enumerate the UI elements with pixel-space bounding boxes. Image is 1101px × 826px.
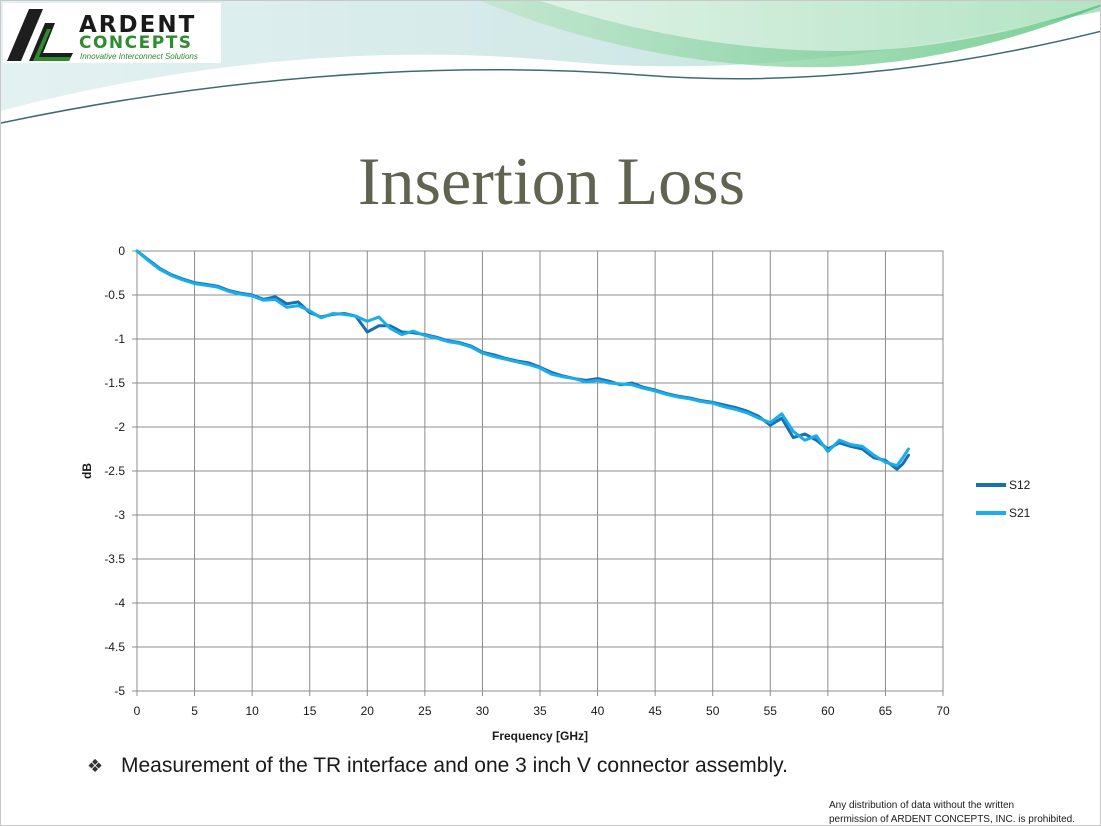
- x-tick-label: 45: [648, 704, 662, 718]
- y-tick-label: -2.5: [104, 464, 125, 478]
- footer-line-1: Any distribution of data without the wri…: [829, 800, 1015, 811]
- chart-series: [135, 249, 910, 471]
- x-tick-label: 50: [706, 704, 720, 718]
- x-tick-label: 20: [361, 704, 375, 718]
- chart-grid: [132, 250, 944, 696]
- slide-title: Insertion Loss: [357, 143, 746, 219]
- y-tick-label: -3: [114, 508, 125, 522]
- x-tick-label: 30: [476, 704, 490, 718]
- x-tick-label: 10: [245, 704, 259, 718]
- logo-mark-icon: [7, 9, 73, 61]
- logo-tagline: Innovative Interconnect Solutions: [80, 52, 198, 61]
- chart-legend: S12 S21: [976, 478, 1031, 520]
- legend-label-s12: S12: [1009, 478, 1031, 492]
- y-tick-label: -1: [114, 332, 125, 346]
- header-swoosh: [1, 1, 1100, 124]
- y-tick-label: -1.5: [104, 376, 125, 390]
- x-tick-label: 55: [764, 704, 778, 718]
- legend-label-s21: S21: [1009, 506, 1031, 520]
- x-tick-label: 25: [418, 704, 432, 718]
- x-tick-label: 0: [134, 704, 141, 718]
- logo-name: ARDENT: [79, 12, 197, 38]
- x-tick-label: 65: [879, 704, 893, 718]
- x-tick-label: 40: [591, 704, 605, 718]
- x-axis-title: Frequency [GHz]: [492, 729, 588, 743]
- x-axis-ticks: 0 5 10 15 20 25 30 35 40 45 50 55 60 65 70: [134, 704, 950, 718]
- bullet-diamond-icon: ❖: [87, 756, 104, 776]
- y-axis-title: dB: [80, 463, 94, 479]
- y-tick-label: 0: [118, 244, 125, 258]
- y-tick-label: -0.5: [104, 288, 125, 302]
- series-line-s21: [135, 249, 910, 468]
- x-tick-label: 5: [191, 704, 198, 718]
- x-tick-label: 60: [821, 704, 835, 718]
- y-tick-label: -5: [114, 684, 125, 698]
- x-tick-label: 15: [303, 704, 317, 718]
- x-tick-label: 70: [936, 704, 950, 718]
- y-axis-ticks: 0 -0.5 -1 -1.5 -2 -2.5 -3 -3.5 -4 -4.5 -5: [104, 244, 125, 698]
- footer-line-2: permission of ARDENT CONCEPTS, INC. is p…: [829, 814, 1076, 825]
- copyright-notice: Any distribution of data without the wri…: [829, 799, 1076, 825]
- logo-subname: CONCEPTS: [79, 33, 193, 53]
- bullet-point: ❖ Measurement of the TR interface and one…: [87, 753, 788, 779]
- y-tick-label: -4: [114, 596, 125, 610]
- bullet-text: Measurement of the TR interface and one …: [121, 754, 788, 777]
- company-logo: ARDENT CONCEPTS Innovative Interconnect …: [3, 3, 221, 63]
- y-tick-label: -3.5: [104, 552, 125, 566]
- y-tick-label: -2: [114, 420, 125, 434]
- x-tick-label: 35: [533, 704, 547, 718]
- y-tick-label: -4.5: [104, 640, 125, 654]
